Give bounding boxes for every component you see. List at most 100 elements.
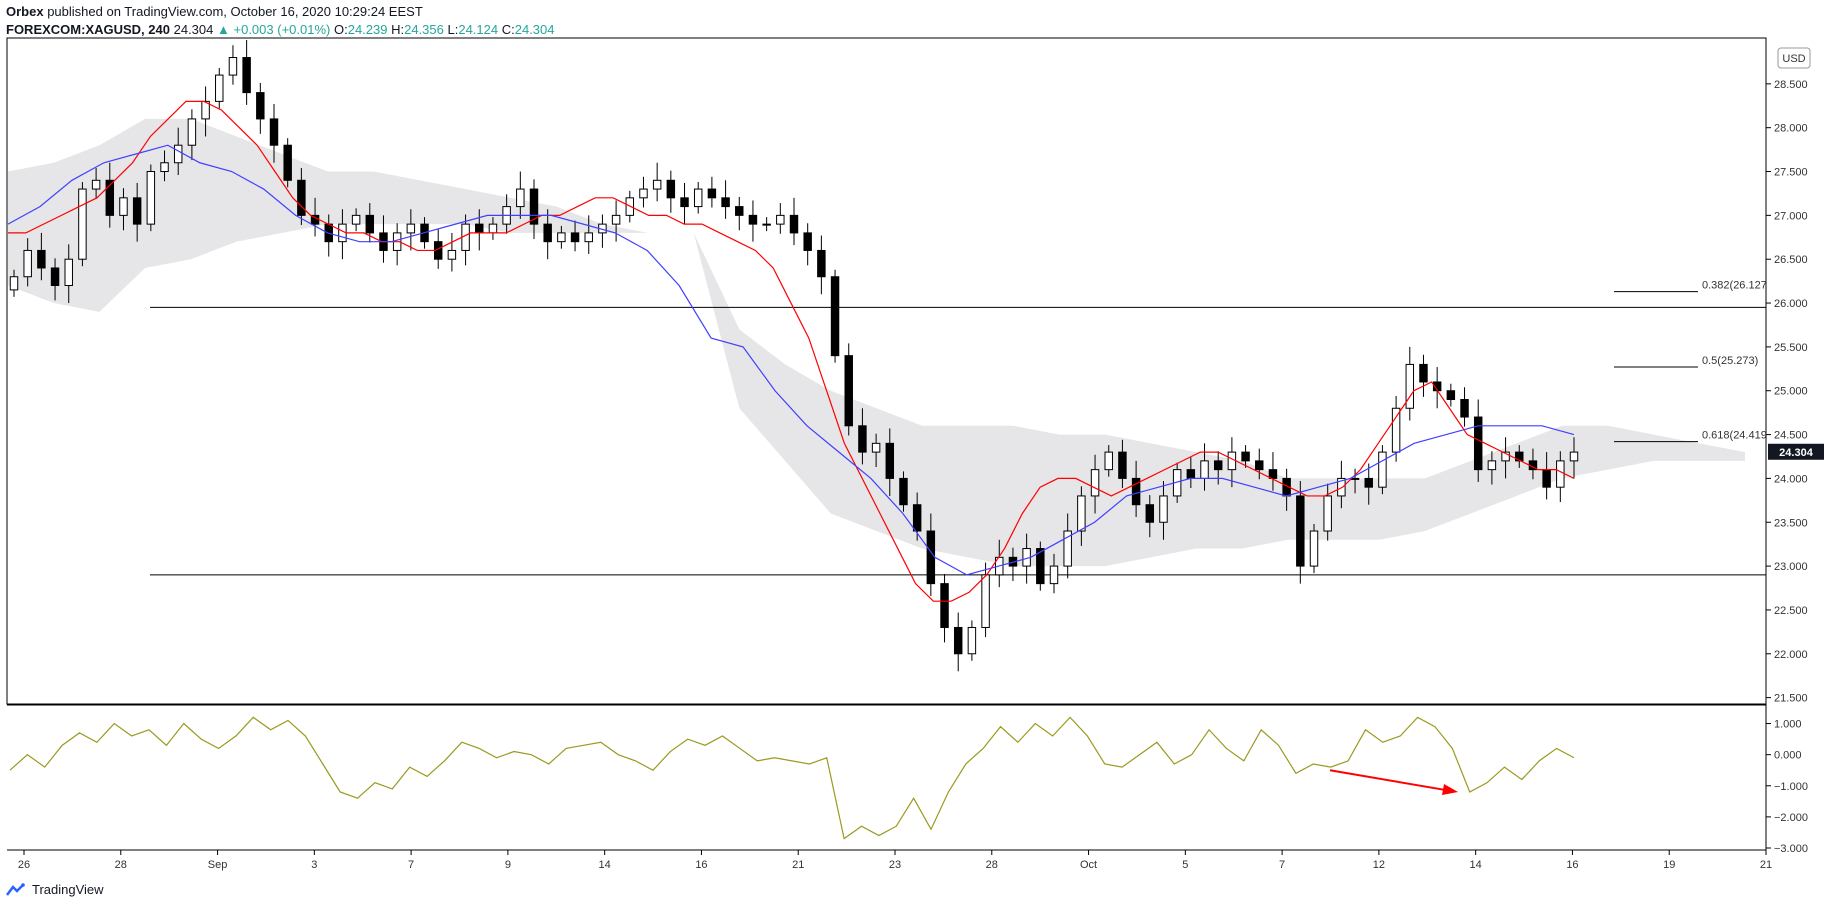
price-tick-label: 23.000 [1774,561,1808,573]
candle-body [1487,460,1497,471]
price-tick-label: 26.000 [1774,298,1808,310]
candle-body [1186,469,1196,479]
candle-body [1227,451,1237,471]
price-tick-label: 28.500 [1774,79,1808,91]
brand-name: TradingView [32,882,104,897]
candle-body [242,57,251,94]
ichimoku-lines [7,100,1575,602]
candle-body [693,188,703,208]
candle-body [1419,363,1428,383]
candle-body [351,214,361,225]
price-tick-label: 22.500 [1774,605,1808,617]
osc-tick-label: −2.000 [1774,812,1808,824]
time-tick-label: 16 [695,859,707,871]
candle-body [803,232,812,251]
low-value: 24.124 [458,22,499,37]
candle-body [201,100,210,120]
osc-tick-label: −3.000 [1774,843,1808,855]
published-text: published on TradingView.com, October 16… [47,4,423,19]
candle-body [173,144,183,164]
price-tick-label: 25.500 [1774,342,1808,354]
candle-body [23,249,32,278]
last-price: 24.304 [173,22,214,37]
candle-body [1569,451,1579,462]
close-value: 24.304 [514,22,555,37]
candle-body [912,504,922,532]
candle-body [1049,565,1059,585]
candle-body [899,477,908,506]
candle-body [707,188,717,199]
candle-body [1131,477,1141,506]
candle-body [680,197,689,208]
candle-body [735,206,744,216]
candle-body [543,223,552,243]
oscillator-line [9,716,1575,840]
candle-body [406,223,416,234]
candle-body [776,214,785,225]
cloud-area [8,118,1745,567]
candle-body [1323,495,1332,532]
candle-body [789,214,799,234]
kijun-sen-line [7,144,1575,576]
candle-body [1446,390,1456,400]
time-tick-label: 14 [599,859,611,871]
candle-body [721,197,730,208]
chart-canvas[interactable]: 0.382(26.127 0.5(25.273) 0.618(24.419 28.5… [0,0,1828,878]
candle-body [1296,495,1305,567]
candle-body [187,118,197,146]
candle-body [926,530,936,585]
candle-body [1213,460,1223,471]
time-tick-label: 19 [1663,859,1675,871]
osc-tick-label: −1.000 [1774,781,1808,793]
candle-body [64,258,73,287]
high-label: H: [391,22,405,37]
candle-body [215,74,224,102]
price-tick-label: 28.000 [1774,123,1808,135]
candle-body [885,442,895,479]
candle-body [1145,504,1155,523]
up-triangle-icon: ▲ [217,22,230,37]
candle-body [1391,407,1401,453]
candle-body [365,214,375,234]
candle-body [762,223,771,226]
price-tick-label: 26.500 [1774,254,1808,266]
close-label: C: [501,22,515,37]
time-tick-label: Sep [208,859,228,871]
price-axis: 28.500 28.000 27.500 27.000 26.500 26.000 25.5… [1766,79,1808,705]
candle-body [146,171,156,225]
tradingview-logo[interactable]: TradingView [6,882,104,897]
candle-body [256,92,265,120]
candle-body [1350,477,1360,480]
candle-body [297,179,306,216]
oscillator-pane: 1.000 0.000 −1.000 −2.000 −3.000 [9,716,1808,855]
candle-body [940,583,949,628]
currency-label: USD [1782,53,1805,65]
candle-body [1241,451,1250,462]
candle-body [1405,363,1415,409]
candle-body [516,188,525,208]
candle-body [475,223,484,234]
last-price-label: 24.304 [1779,447,1814,459]
time-tick-label: 21 [792,859,804,871]
time-tick-label: 5 [1182,859,1188,871]
candle-body [981,574,990,628]
time-tick-label: 14 [1470,859,1482,871]
price-tick-label: 27.000 [1774,210,1808,222]
price-tick-label: 27.500 [1774,167,1808,179]
price-tick-label: 24.500 [1774,430,1808,442]
fib-label-1: 0.382(26.127 [1702,280,1767,292]
divergence-arrow-line [1329,769,1449,792]
candle-body [1104,451,1113,471]
fib-label-3: 0.618(24.419 [1702,430,1767,442]
time-tick-label: 9 [505,859,511,871]
candle-body [1036,548,1045,585]
candle-body [132,197,142,225]
candle-body [1542,469,1551,488]
candle-body [1255,460,1264,471]
low-label: L: [447,22,459,37]
osc-tick-label: 0.000 [1774,750,1802,762]
candle-body [1077,495,1086,532]
candle-body [1063,530,1072,567]
candle-body [557,232,566,243]
candle-body [50,267,60,287]
